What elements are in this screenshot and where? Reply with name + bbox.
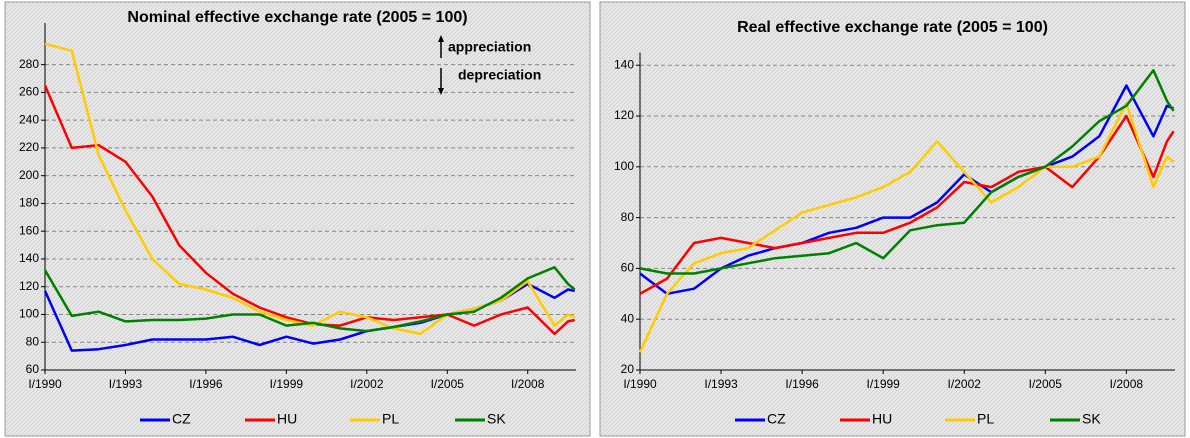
y-tick-label: 180 <box>19 196 39 210</box>
series-line <box>638 102 1175 353</box>
y-tick-label: 40 <box>621 311 635 325</box>
arrow-head <box>438 88 444 95</box>
x-tick-label: I/2005 <box>431 377 465 391</box>
chart-title: Nominal effective exchange rate (2005 = … <box>127 9 467 26</box>
x-tick-label: I/1993 <box>704 377 738 391</box>
legend-label: SK <box>1082 411 1101 427</box>
legend-label: PL <box>382 411 399 427</box>
annotation: depreciation <box>458 67 541 83</box>
series-line <box>43 266 576 333</box>
y-tick-label: 80 <box>26 334 40 348</box>
x-tick-label: I/1999 <box>270 377 304 391</box>
x-tick-label: I/2008 <box>1110 377 1144 391</box>
y-tick-label: 120 <box>614 108 634 122</box>
series-line <box>639 69 1175 275</box>
panel-background <box>599 1 1186 437</box>
x-tick-label: I/2005 <box>1029 377 1063 391</box>
y-tick-label: 220 <box>19 140 39 154</box>
x-tick-label: I/1996 <box>189 377 223 391</box>
legend-label: CZ <box>172 411 191 427</box>
chart-title: Real effective exchange rate (2005 = 100… <box>737 19 1048 36</box>
y-tick-label: 240 <box>19 112 39 126</box>
y-tick-label: 120 <box>19 279 39 293</box>
annotation: appreciation <box>448 39 531 55</box>
series-line <box>44 42 576 336</box>
y-tick-label: 260 <box>19 85 39 99</box>
x-tick-label: I/2002 <box>350 377 384 391</box>
legend-label: PL <box>977 411 994 427</box>
y-tick-label: 280 <box>19 57 39 71</box>
x-tick-label: I/1990 <box>623 377 657 391</box>
legend-label: CZ <box>767 411 786 427</box>
legend-label: HU <box>872 411 892 427</box>
y-tick-label: 160 <box>19 223 39 237</box>
x-tick-label: I/2008 <box>511 377 545 391</box>
legend-label: SK <box>487 411 506 427</box>
panel-background <box>4 1 591 437</box>
y-tick-label: 100 <box>614 159 634 173</box>
y-tick-label: 60 <box>26 362 40 376</box>
arrow-head <box>438 35 444 42</box>
y-tick-label: 140 <box>19 251 39 265</box>
y-tick-label: 60 <box>621 261 635 275</box>
x-tick-label: I/1990 <box>28 377 62 391</box>
y-tick-label: 80 <box>621 210 635 224</box>
x-tick-label: I/1993 <box>109 377 143 391</box>
series-line <box>639 114 1175 295</box>
y-tick-label: 200 <box>19 168 39 182</box>
y-tick-label: 100 <box>19 307 39 321</box>
y-tick-label: 20 <box>621 362 635 376</box>
x-tick-label: I/2002 <box>948 377 982 391</box>
y-tick-label: 140 <box>614 57 634 71</box>
series-line <box>639 84 1175 296</box>
x-tick-label: I/1999 <box>866 377 900 391</box>
x-tick-label: I/1996 <box>785 377 819 391</box>
legend-label: HU <box>277 411 297 427</box>
